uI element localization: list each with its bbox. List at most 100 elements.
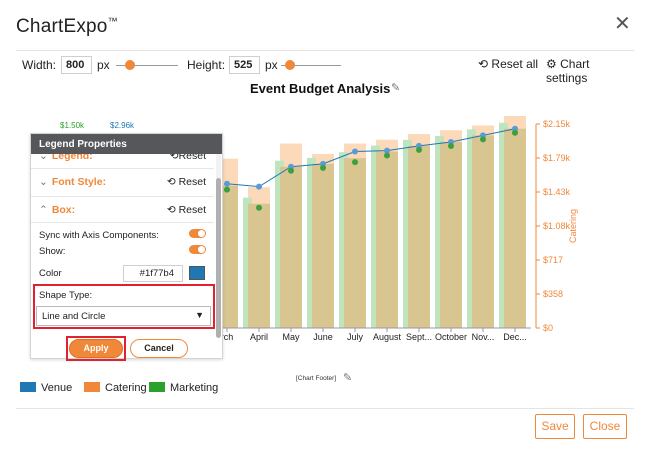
marketing-point-3[interactable] [288, 167, 294, 174]
marketing-point-6[interactable] [384, 152, 390, 159]
chart-settings-button[interactable]: ⚙ Chart settings [546, 57, 628, 85]
section-divider [31, 168, 214, 169]
right-axis-tick-label: $358 [543, 289, 563, 299]
marketing-axis-max-label: $1.50k [60, 121, 85, 130]
marketing-stripe-3 [275, 160, 284, 328]
section-label: Box: [51, 204, 76, 216]
chevron-down-icon: ⌄ [39, 176, 48, 188]
marketing-bar-3[interactable] [280, 166, 302, 328]
legend-item-venue[interactable]: Venue [20, 382, 72, 394]
color-picker-swatch[interactable] [189, 266, 205, 280]
marketing-bar-8[interactable] [440, 142, 462, 328]
marketing-bar-9[interactable] [472, 135, 494, 328]
save-button[interactable]: Save [535, 414, 575, 439]
chart-footer[interactable]: [Chart Footer] [296, 375, 337, 382]
marketing-point-4[interactable] [320, 164, 326, 171]
close-icon[interactable]: ✕ [614, 13, 631, 35]
section-box[interactable]: ⌃ Box: [39, 204, 75, 216]
venue-point-6[interactable] [384, 147, 390, 154]
right-axis-tick-label: $1.43k [543, 187, 571, 197]
reset-label: Reset [178, 176, 206, 188]
width-unit: px [97, 58, 110, 72]
width-label: Width: [22, 58, 57, 72]
venue-point-5[interactable] [352, 148, 358, 155]
reset-label: Reset [178, 204, 206, 216]
close-button[interactable]: Close [583, 414, 627, 439]
marketing-stripe-8 [435, 136, 444, 328]
cancel-button[interactable]: Cancel [130, 339, 188, 358]
marketing-stripe-10 [499, 122, 508, 328]
section-label: Font Style: [51, 176, 107, 188]
show-label: Show: [39, 246, 66, 257]
venue-swatch [20, 382, 36, 392]
footer-divider [16, 408, 634, 409]
marketing-bar-5[interactable] [344, 158, 366, 328]
width-slider-handle[interactable] [124, 60, 135, 70]
section-font-style[interactable]: ⌄ Font Style: [39, 176, 106, 188]
marketing-bar-7[interactable] [408, 145, 430, 328]
width-input[interactable]: 800 [61, 56, 92, 74]
reset-legend-button[interactable]: ⟲Reset [169, 150, 206, 162]
x-axis-tick-label: July [347, 332, 364, 342]
color-hex-input[interactable]: #1f77b4 [123, 265, 183, 282]
chevron-down-icon: ▼ [195, 310, 204, 320]
marketing-point-9[interactable] [480, 136, 486, 143]
reset-box-button[interactable]: ⟲ Reset [166, 204, 206, 216]
chevron-down-icon: ⌄ [39, 150, 48, 162]
section-legend[interactable]: ⌄ Legend: [39, 150, 93, 162]
right-axis-tick-label: $0 [543, 323, 553, 333]
marketing-stripe-9 [467, 129, 476, 328]
trademark: ™ [107, 16, 118, 28]
right-axis-label[interactable]: Catering [568, 209, 578, 243]
venue-line[interactable] [226, 128, 516, 188]
sync-label: Sync with Axis Components: [39, 230, 159, 241]
app-title-text: ChartExpo [16, 16, 108, 37]
venue-point-1[interactable] [224, 180, 230, 187]
chart-plot: $2.15k $1.79k $1.43k $1.08k $717 $358 $0 Cateri… [60, 116, 578, 342]
legend-item-catering[interactable]: Catering [84, 382, 147, 394]
pencil-icon[interactable]: ✎ [343, 372, 353, 384]
marketing-stripe-7 [403, 139, 412, 328]
reset-font-style-button[interactable]: ⟲ Reset [166, 176, 206, 188]
legend-properties-panel: Legend Properties ⌄ Legend: ⟲Reset ⌄ Font … [30, 133, 223, 361]
height-slider[interactable] [281, 65, 341, 66]
right-axis-tick-label: $1.79k [543, 153, 571, 163]
marketing-point-7[interactable] [416, 146, 422, 153]
shape-type-select[interactable]: Line and Circle ▼ [36, 306, 211, 326]
venue-point-2[interactable] [256, 183, 262, 190]
marketing-point-5[interactable] [352, 159, 358, 166]
height-input[interactable]: 525 [229, 56, 260, 74]
section-divider [31, 222, 214, 223]
marketing-bar-4[interactable] [312, 163, 334, 328]
pencil-icon[interactable]: ✎ [391, 82, 401, 94]
marketing-bar-2[interactable] [248, 203, 270, 328]
marketing-bar-6[interactable] [376, 151, 398, 328]
legend-item-marketing[interactable]: Marketing [149, 382, 218, 394]
chart-title[interactable]: Event Budget Analysis [250, 81, 391, 96]
marketing-bar-10[interactable] [504, 128, 526, 328]
apply-button[interactable]: Apply [69, 339, 123, 358]
reset-label: Reset [178, 150, 206, 162]
reset-all-button[interactable]: ⟲ Reset all [478, 57, 538, 71]
height-slider-handle[interactable] [285, 60, 295, 70]
chevron-up-icon: ⌃ [39, 204, 48, 216]
marketing-point-1[interactable] [224, 186, 230, 193]
sync-toggle[interactable] [189, 229, 206, 238]
height-unit: px [265, 58, 278, 72]
x-axis-tick-label: June [313, 332, 333, 342]
width-slider[interactable] [116, 65, 178, 66]
panel-scrollbar-thumb[interactable] [216, 178, 221, 338]
x-axis-tick-label: April [250, 332, 268, 342]
catering-swatch [84, 382, 100, 392]
shape-type-value: Line and Circle [42, 311, 106, 322]
marketing-point-2[interactable] [256, 204, 262, 211]
legend-label: Marketing [170, 382, 219, 394]
right-axis-tick-label: $2.15k [543, 119, 571, 129]
marketing-point-10[interactable] [512, 129, 518, 136]
section-label: Legend: [51, 150, 93, 162]
show-toggle[interactable] [189, 245, 206, 254]
sliders-icon: ⚙ [546, 57, 557, 71]
x-axis-tick-label: Nov... [472, 332, 495, 342]
marketing-point-8[interactable] [448, 143, 454, 150]
reset-icon: ⟲ [478, 57, 489, 71]
